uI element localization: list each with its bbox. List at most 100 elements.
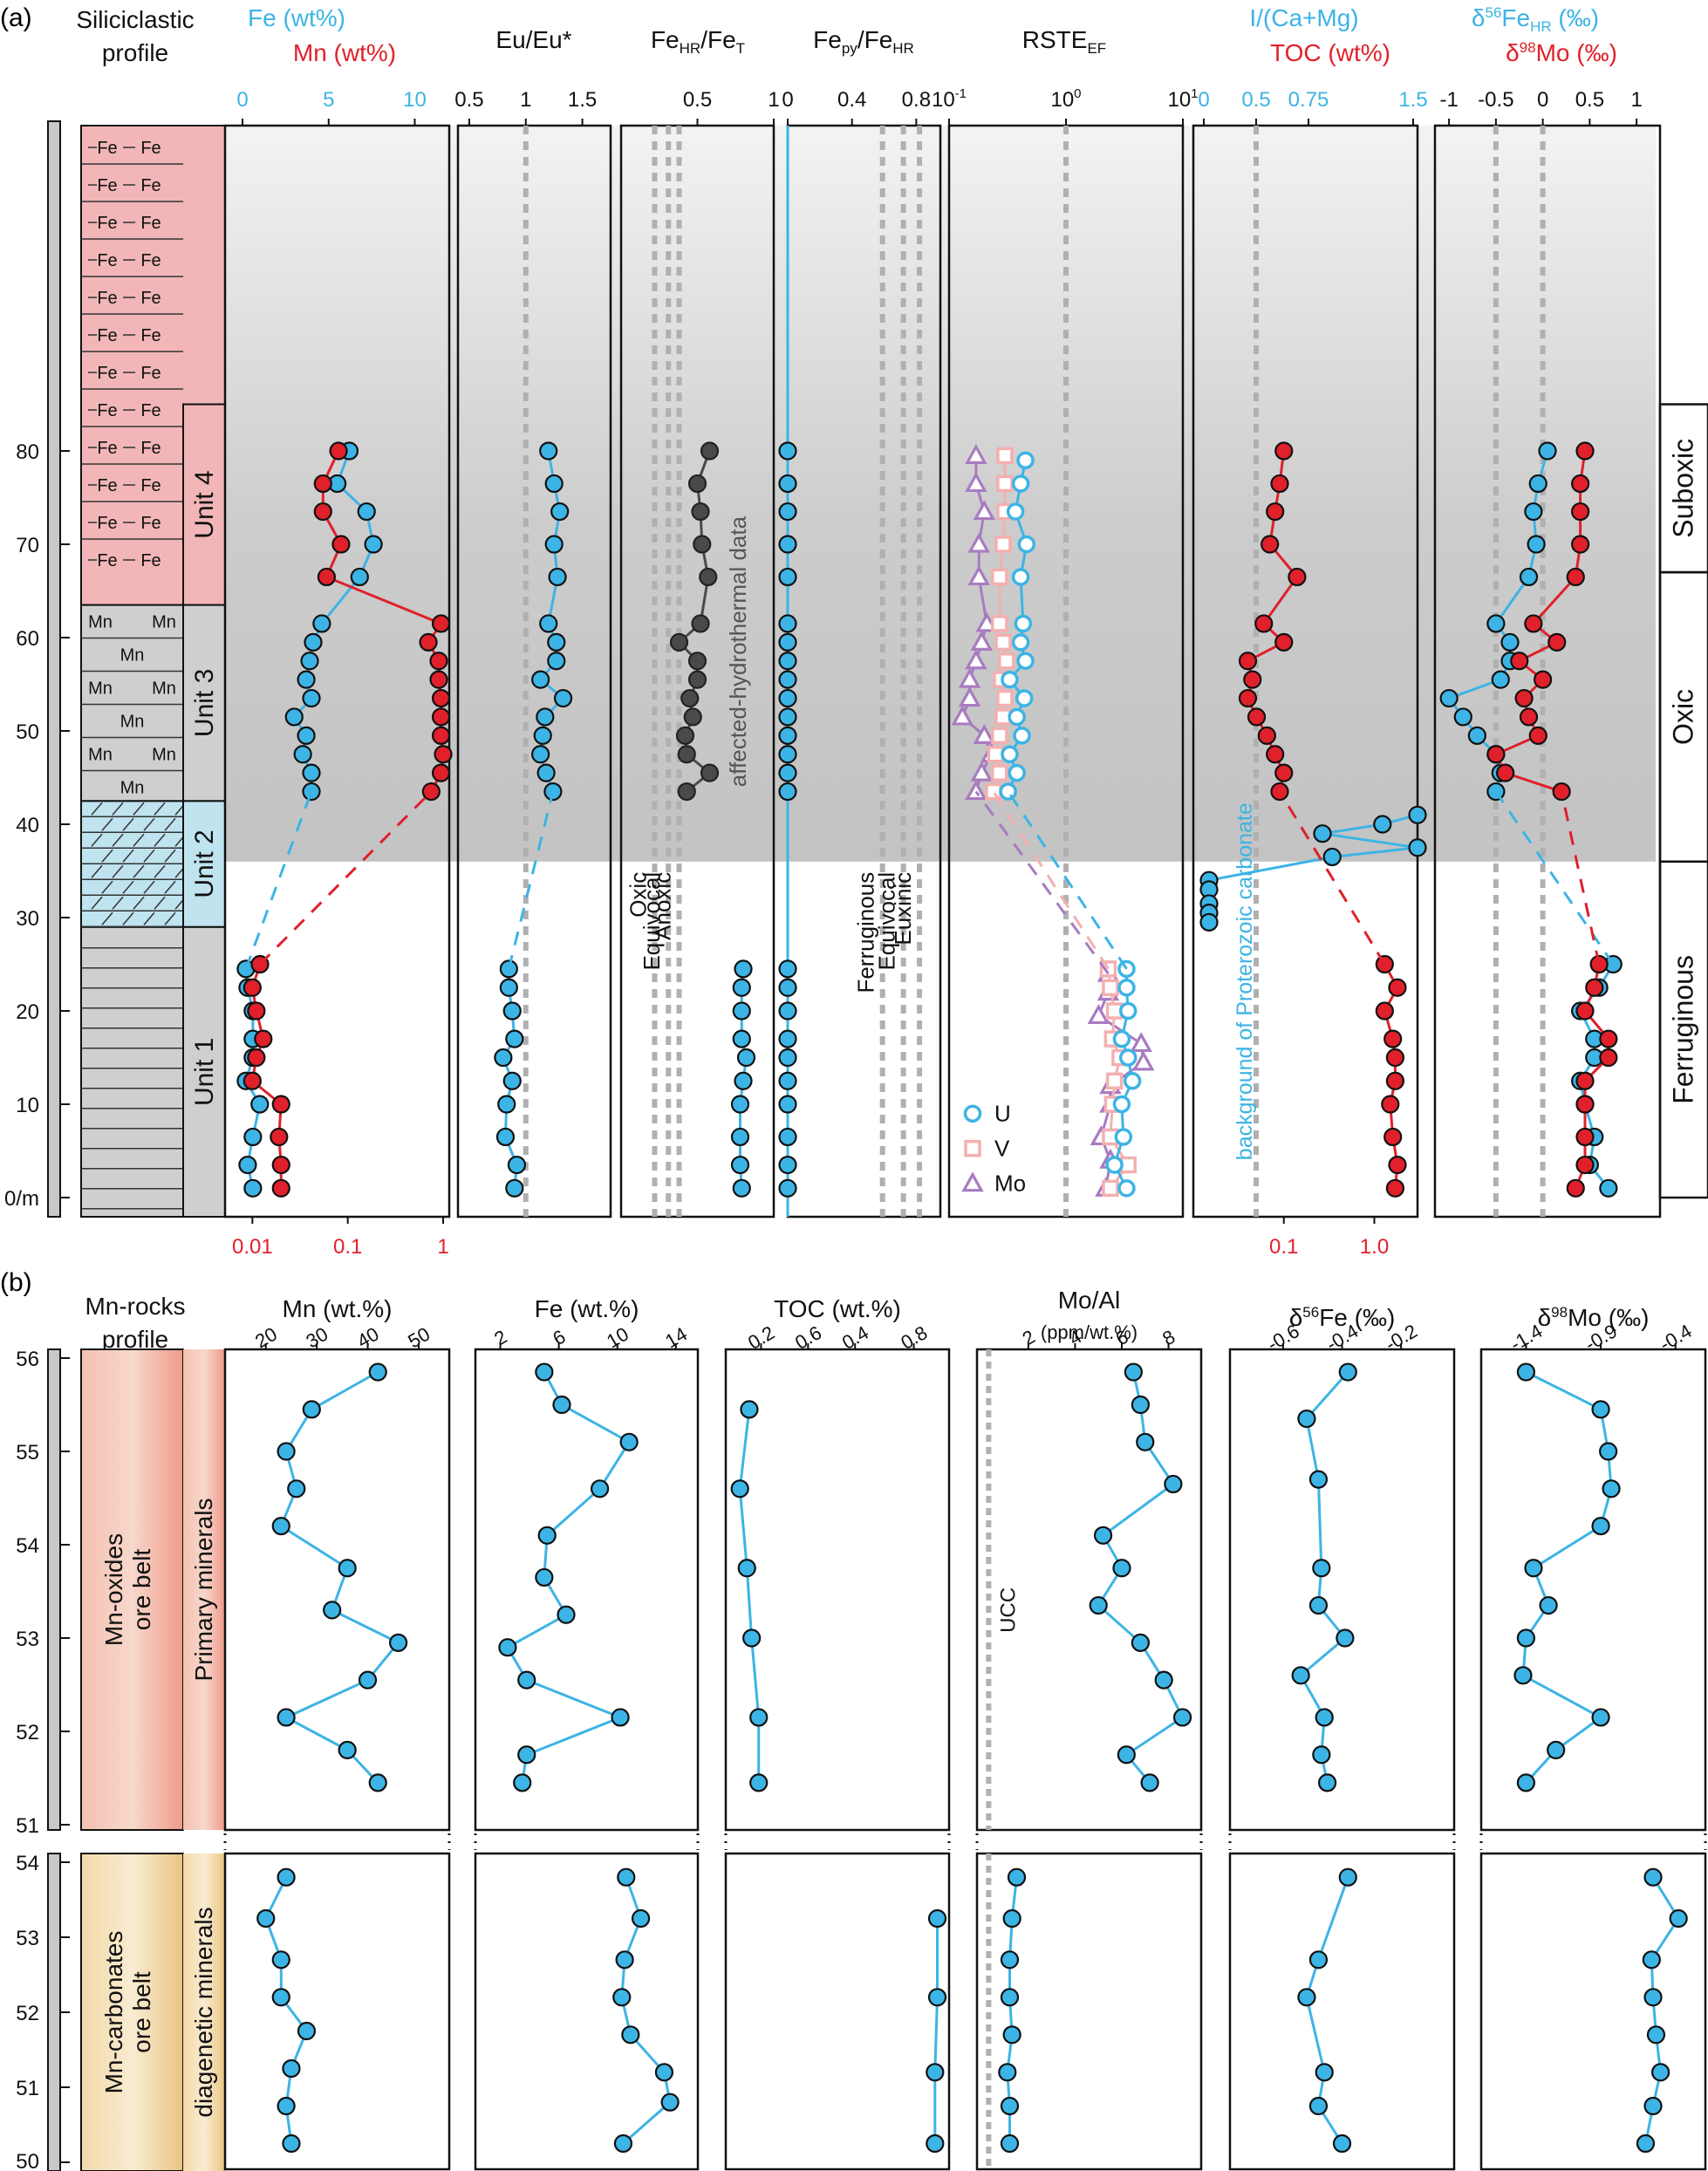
lith-fe: Fe (140, 476, 161, 495)
toc-upper-point (1247, 707, 1267, 727)
b-series-point (1002, 2025, 1021, 2045)
b-series-point (368, 1773, 387, 1792)
b-series-point (1308, 1470, 1329, 1489)
fepy-axis-tick-label: 0.8 (902, 88, 931, 112)
mn-upper-point (329, 441, 348, 461)
mo-lower-point (1132, 1050, 1155, 1071)
eu-upper-point (539, 614, 558, 633)
b-frame-upper (975, 1348, 1203, 1832)
b-series-point (517, 1670, 536, 1690)
fe-upper-point (284, 707, 304, 727)
lith-slash (164, 880, 176, 894)
rste-legend-label: Mo (994, 1171, 1026, 1197)
lith-slash (91, 864, 103, 878)
fehr-upper-point (691, 502, 710, 522)
b-series-point (1642, 1950, 1661, 1970)
b-series-point (740, 1400, 759, 1419)
d98mo-lower-point (1589, 954, 1609, 974)
depth-tick-label: 60 (16, 627, 39, 651)
fe-upper-point (312, 614, 331, 633)
b-series-point (1315, 1708, 1334, 1727)
b-series-point (612, 1988, 632, 2007)
b-depth-tick-label: 55 (16, 1441, 39, 1464)
lith-slash (91, 896, 103, 910)
fe-axis-tick-label: 5 (323, 88, 334, 112)
b-series-point (323, 1601, 342, 1620)
fe-title: Fe (wt%) (248, 4, 345, 31)
b-series-point (1131, 1395, 1150, 1415)
lith-fe: Fe (140, 514, 161, 533)
mn-tick-label: 0.01 (232, 1235, 273, 1259)
b-series-point (287, 1479, 306, 1499)
eu-lower-point (502, 1071, 522, 1090)
fepy-point (778, 1178, 797, 1198)
toc-lower-point (1388, 1155, 1407, 1175)
b-tick-label: 8 (1158, 1326, 1179, 1350)
toc-upper-point (1266, 745, 1285, 764)
b-series-point (277, 2096, 296, 2116)
fepy-point (778, 632, 797, 652)
d56fe-upper-point (1467, 726, 1486, 745)
b-depth-tick-label: 54 (16, 1534, 39, 1558)
mn-upper-point (431, 763, 451, 782)
b-col-title: Mo/Al (1058, 1287, 1121, 1314)
mn-tick-label: 1 (437, 1235, 448, 1259)
mn-gap (258, 790, 433, 966)
fe-lower-point (243, 1127, 263, 1147)
rste-tick-label: 101 (1167, 86, 1198, 112)
iso-axis-tick-label: 0.5 (1575, 88, 1604, 112)
b-depth-tick-label: 51 (16, 2077, 39, 2100)
toc-lower-point (1375, 954, 1394, 974)
unit-strip (182, 403, 226, 606)
mo-upper-point (970, 631, 994, 651)
unit-label: Unit 4 (190, 470, 219, 538)
b-series-point (927, 1908, 947, 1929)
b-series-point (1539, 1595, 1558, 1615)
lith-fe: Fe (97, 551, 117, 570)
mn-lower-point (243, 1071, 262, 1090)
b-scale-bar-upper (47, 1348, 61, 1831)
fepy-point (778, 670, 797, 689)
fehr-lower-point (730, 1127, 750, 1147)
d98mo-upper-point (1528, 726, 1547, 745)
lith-slash (101, 849, 113, 863)
b-col-title: Fe (wt.%) (535, 1295, 639, 1322)
b-series-point (388, 1633, 408, 1652)
lith-slash (101, 911, 113, 925)
fepy-point (778, 726, 797, 745)
fehr-lower-point (732, 1001, 751, 1021)
u-upper-point (1008, 763, 1026, 782)
b-series-point (1524, 1559, 1543, 1578)
toc-upper-point (1274, 632, 1294, 652)
d98mo-gap (1560, 791, 1601, 965)
b-series-point (282, 2133, 301, 2154)
icam-point (1313, 824, 1332, 843)
toc-lower-point (1385, 1071, 1405, 1090)
b-series-point (1332, 2133, 1352, 2154)
b-col-subtitle: (ppm/wt.%) (1041, 1321, 1138, 1343)
mo-lower-point (1087, 1004, 1110, 1024)
fepy-point (778, 745, 797, 764)
toc-tick-label: 1.0 (1360, 1235, 1389, 1259)
toc-upper-point (1266, 502, 1285, 522)
lith-fe: Fe (140, 439, 161, 458)
mn-lower-point (254, 1029, 273, 1048)
fehr-annotation: affected-hydrothermal data (725, 515, 751, 787)
u-lower-point (1114, 1128, 1133, 1146)
b-series-point (282, 2058, 301, 2079)
unit-label: Unit 1 (190, 1038, 219, 1106)
fepy-threshold-label: Euxinic (890, 872, 916, 946)
fepy-point (778, 652, 797, 671)
u-lower-point (1118, 1048, 1138, 1067)
fe-upper-point (350, 567, 369, 587)
u-upper-point (1011, 568, 1030, 586)
eu-upper-point (539, 441, 558, 461)
b-depth-tick-label: 53 (16, 1927, 39, 1950)
eu-lower-point (497, 1095, 516, 1114)
rste-tick-label: 10-1 (932, 86, 967, 112)
d56fe-upper-point (1527, 535, 1546, 554)
b-depth-tick-label: 52 (16, 2002, 39, 2025)
u-upper-point (1006, 502, 1025, 521)
toc-upper-point (1254, 614, 1274, 633)
fe-upper-point (297, 726, 316, 745)
